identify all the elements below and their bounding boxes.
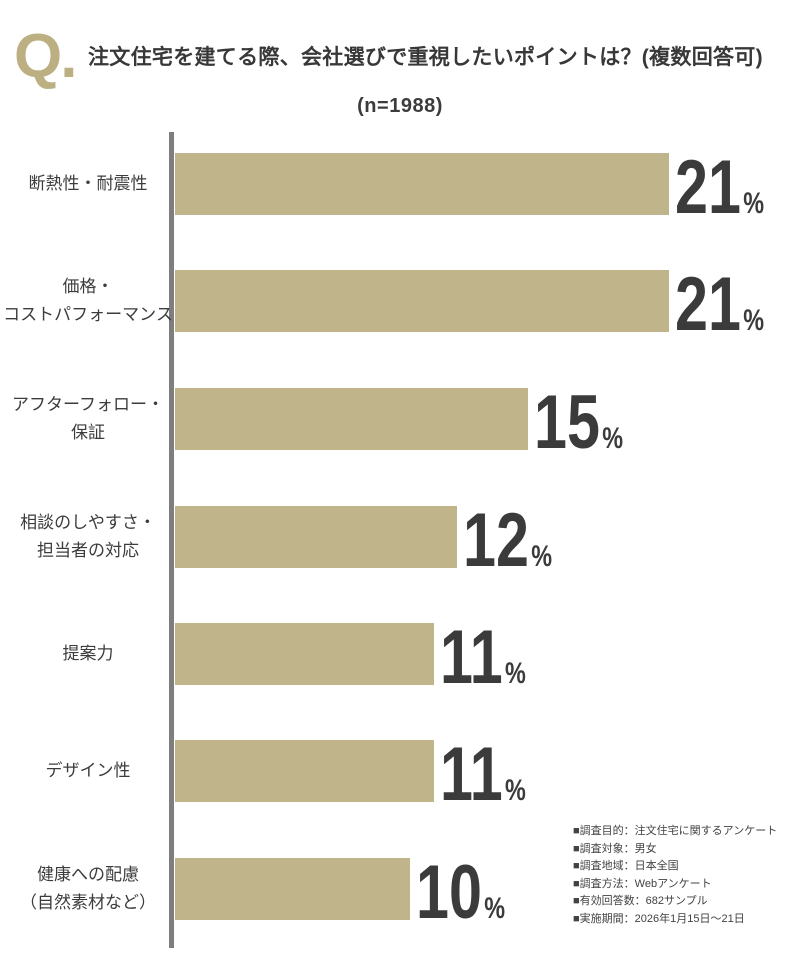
y-axis-line (169, 132, 174, 948)
value-number: 15 (534, 380, 600, 465)
chart-row: 断熱性・耐震性 21% (0, 150, 800, 226)
value-number: 11 (440, 732, 503, 817)
bar (175, 506, 457, 568)
value-number: 21 (675, 145, 741, 230)
question-title: 注文住宅を建てる際、会社選びで重視したいポイントは？(複数回答可) (88, 46, 763, 69)
chart-row: 価格・ コストパフォーマンス 21% (0, 267, 800, 343)
value-number: 21 (675, 262, 741, 347)
category-label: 断熱性・耐震性 (28, 174, 148, 193)
value-label: 21% (675, 267, 764, 343)
bar (175, 623, 434, 685)
value-label: 11% (440, 737, 526, 813)
survey-note-line: ■調査地域：日本全国 (573, 860, 679, 873)
chart-row: アフターフォロー・ 保証 15% (0, 385, 800, 461)
bar (175, 153, 669, 215)
percent-sign: % (505, 774, 526, 807)
q-mark: Q. (14, 22, 77, 91)
category-label: 提案力 (62, 644, 114, 663)
percent-sign: % (743, 304, 765, 337)
value-number: 11 (440, 615, 503, 700)
percent-sign: % (531, 540, 553, 573)
chart-row: 相談のしやすさ・ 担当者の対応 12% (0, 503, 800, 579)
category-label: 相談のしやすさ・ 担当者の対応 (20, 513, 156, 560)
percent-sign: % (505, 657, 526, 690)
value-number: 10 (416, 850, 482, 935)
chart-row: 健康への配慮 （自然素材など） 10% (0, 855, 800, 931)
bar (175, 388, 528, 450)
percent-sign: % (602, 422, 624, 455)
value-label: 21% (675, 150, 764, 226)
category-label: アフターフォロー・ 保証 (12, 395, 164, 442)
survey-note-line: ■調査対象：男女 (573, 842, 657, 855)
bar (175, 740, 434, 802)
bar (175, 270, 669, 332)
category-label: デザイン性 (45, 761, 131, 780)
value-number: 12 (463, 498, 529, 583)
value-label: 15% (534, 385, 623, 461)
survey-notes: ■調査目的：注文住宅に関するアンケート ■調査対象：男女 ■調査地域：日本全国 ■調査… (573, 823, 777, 929)
chart-row: 提案力 11% (0, 620, 800, 696)
category-label: 価格・ コストパフォーマンス (3, 277, 173, 324)
sample-size: (n=1988) (357, 95, 443, 117)
survey-note-line: ■調査目的：注文住宅に関するアンケート (573, 825, 778, 837)
percent-sign: % (484, 892, 506, 925)
value-label: 10% (416, 855, 505, 931)
category-label: 健康への配慮 （自然素材など） (20, 865, 156, 912)
percent-sign: % (743, 187, 765, 220)
survey-note-line: ■実施期間：2026年1月15日～21日 (573, 912, 745, 925)
value-label: 11% (440, 620, 526, 696)
bar-chart: 断熱性・耐震性 21% 価格・ コストパフォーマンス 21% アフターフォロー・ 保証 15%… (0, 132, 800, 955)
bar (175, 858, 410, 920)
value-label: 12% (463, 503, 552, 579)
survey-note-line: ■有効回答数：682サンプル (573, 895, 708, 908)
chart-row: デザイン性 11% (0, 737, 800, 813)
survey-note-line: ■調査方法：Webアンケート (573, 877, 712, 890)
